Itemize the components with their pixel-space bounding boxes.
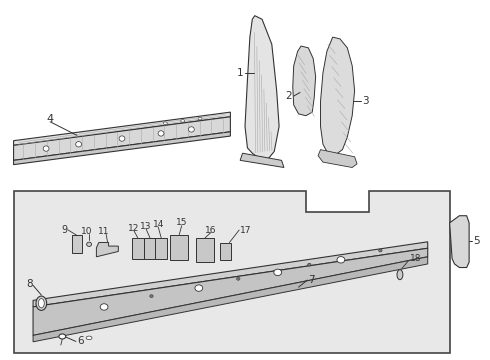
Polygon shape	[293, 46, 316, 116]
Ellipse shape	[119, 136, 125, 141]
Polygon shape	[318, 150, 357, 167]
Ellipse shape	[397, 270, 403, 280]
Ellipse shape	[86, 336, 92, 340]
Polygon shape	[245, 16, 279, 160]
Polygon shape	[170, 235, 189, 260]
Text: 11: 11	[98, 227, 109, 236]
Text: 5: 5	[473, 236, 480, 246]
Polygon shape	[144, 238, 156, 258]
Text: 17: 17	[240, 225, 252, 234]
Polygon shape	[320, 37, 355, 155]
Ellipse shape	[38, 298, 44, 308]
Text: 14: 14	[152, 220, 164, 229]
Ellipse shape	[274, 269, 282, 276]
Text: 6: 6	[77, 337, 83, 346]
Polygon shape	[450, 216, 469, 267]
Ellipse shape	[181, 120, 185, 122]
Polygon shape	[33, 257, 428, 342]
Text: 13: 13	[140, 222, 152, 231]
Polygon shape	[33, 248, 428, 336]
Ellipse shape	[87, 242, 92, 247]
Polygon shape	[14, 191, 450, 353]
Text: 4: 4	[47, 114, 54, 124]
Ellipse shape	[189, 127, 194, 132]
Ellipse shape	[195, 285, 203, 291]
Text: 9: 9	[61, 225, 67, 235]
Ellipse shape	[163, 122, 167, 125]
Text: 16: 16	[205, 225, 217, 234]
Ellipse shape	[150, 295, 153, 297]
Polygon shape	[220, 243, 231, 260]
Ellipse shape	[198, 117, 202, 120]
Polygon shape	[14, 132, 230, 165]
Text: 12: 12	[128, 224, 140, 233]
Ellipse shape	[100, 304, 108, 310]
Text: 7: 7	[308, 275, 315, 285]
Polygon shape	[14, 112, 230, 145]
Ellipse shape	[59, 334, 66, 339]
Polygon shape	[97, 243, 118, 257]
Text: 10: 10	[81, 227, 93, 236]
Text: 15: 15	[176, 219, 187, 228]
Text: 1: 1	[237, 68, 244, 78]
Text: 18: 18	[410, 254, 421, 263]
Text: 2: 2	[286, 91, 292, 101]
Ellipse shape	[75, 141, 81, 147]
Polygon shape	[196, 238, 214, 262]
Ellipse shape	[36, 296, 47, 310]
Text: 8: 8	[26, 279, 33, 289]
Polygon shape	[33, 242, 428, 307]
Ellipse shape	[158, 131, 164, 136]
Ellipse shape	[379, 249, 382, 252]
Ellipse shape	[337, 257, 345, 263]
Polygon shape	[132, 238, 144, 258]
Polygon shape	[72, 235, 82, 253]
Ellipse shape	[237, 277, 240, 280]
Polygon shape	[240, 153, 284, 167]
Text: 3: 3	[362, 96, 368, 107]
Polygon shape	[155, 238, 167, 258]
Ellipse shape	[308, 263, 311, 266]
Polygon shape	[14, 117, 230, 160]
Ellipse shape	[43, 146, 49, 151]
